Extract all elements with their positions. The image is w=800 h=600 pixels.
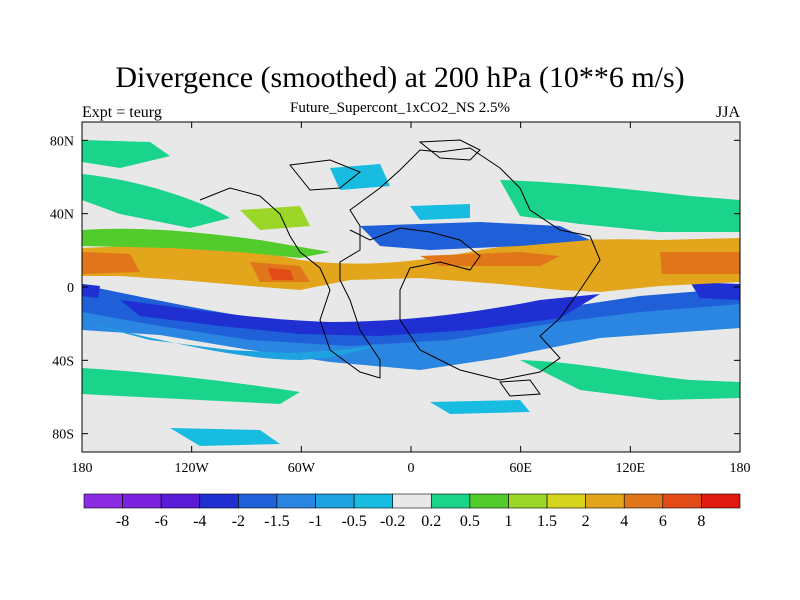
- y-tick-label: 40S: [52, 354, 74, 369]
- colorbar-swatch: [122, 493, 162, 509]
- x-tick-label: 0: [408, 461, 415, 476]
- colorbar-swatch: [392, 493, 432, 509]
- colorbar-level-label: 2: [582, 513, 590, 530]
- colorbar-swatch: [546, 493, 586, 509]
- colorbar-level-label: -0.5: [341, 513, 366, 530]
- y-tick-label: 80N: [50, 134, 74, 149]
- season-label: JJA: [715, 104, 740, 121]
- colorbar-swatch: [701, 493, 741, 509]
- x-tick-label: 180: [72, 461, 93, 476]
- colorbar-level-label: 0.2: [421, 513, 441, 530]
- colorbar-swatch: [276, 493, 316, 509]
- map-subtitle: Future_Supercont_1xCO2_NS 2.5%: [290, 100, 510, 116]
- experiment-label: Expt = teurg: [82, 104, 162, 121]
- colorbar-swatch: [469, 493, 509, 509]
- x-tick-label: 120W: [175, 461, 210, 476]
- x-tick-label: 60W: [288, 461, 316, 476]
- y-tick-label: 80S: [52, 428, 74, 443]
- colorbar-swatch: [585, 493, 625, 509]
- colorbar-level-label: 8: [697, 513, 705, 530]
- colorbar-level-label: 4: [620, 513, 628, 530]
- y-tick-label: 0: [67, 281, 74, 296]
- colorbar-level-label: -8: [116, 513, 129, 530]
- colorbar-swatch: [160, 493, 201, 509]
- colorbar-swatch: [662, 493, 702, 509]
- colorbar-level-label: -0.2: [380, 513, 405, 530]
- map-title: Divergence (smoothed) at 200 hPa (10**6 …: [115, 61, 685, 94]
- colorbar-swatch: [430, 493, 471, 509]
- colorbar-level-label: 1.5: [537, 513, 557, 530]
- colorbar-level-label: 0.5: [460, 513, 480, 530]
- colorbar-swatch: [353, 493, 394, 509]
- colorbar-level-label: 6: [659, 513, 667, 530]
- x-tick-label: 60E: [509, 461, 532, 476]
- colorbar-swatch: [238, 493, 278, 509]
- colorbar-level-label: -4: [193, 513, 206, 530]
- latitude-axis: 80N 40N 0 40S 80S: [50, 134, 740, 443]
- x-tick-label: 120E: [616, 461, 646, 476]
- longitude-axis: 180 120W 60W 0 60E 120E 180: [72, 122, 751, 476]
- colorbar-level-label: -2: [232, 513, 245, 530]
- colorbar: -8 -6 -4 -2 -1.5 -1 -0.5 -0.2 0.2 0.5 1 1.5 2 4 6 8: [83, 493, 741, 530]
- colorbar-level-label: -6: [155, 513, 168, 530]
- colorbar-level-label: 1: [504, 513, 512, 530]
- coastlines: [199, 139, 601, 397]
- colorbar-swatch: [83, 493, 123, 509]
- colorbar-swatch: [508, 493, 548, 509]
- x-tick-label: 180: [730, 461, 751, 476]
- colorbar-swatch: [623, 493, 664, 509]
- colorbar-swatch: [315, 493, 355, 509]
- colorbar-level-label: -1: [309, 513, 322, 530]
- colorbar-swatch: [199, 493, 239, 509]
- divergence-field: [82, 122, 740, 452]
- colorbar-level-label: -1.5: [264, 513, 289, 530]
- y-tick-label: 40N: [50, 208, 74, 223]
